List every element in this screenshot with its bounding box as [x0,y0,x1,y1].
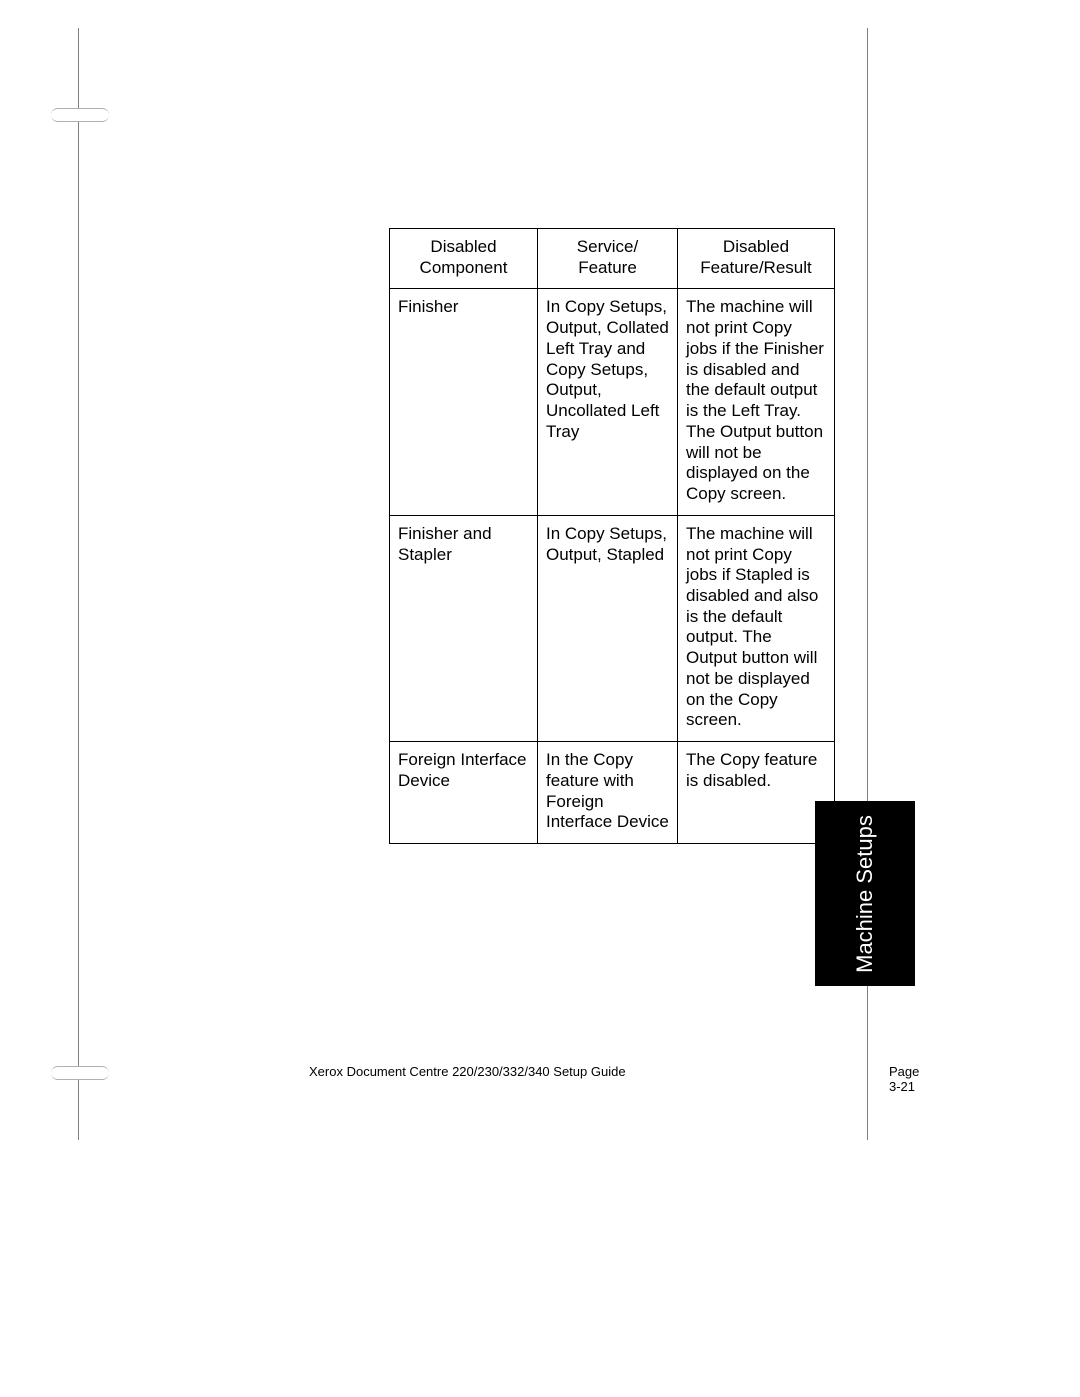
cell-service: In Copy Setups, Output, Stapled [538,515,678,741]
footer-page-no: Page 3-21 [889,1064,919,1094]
table-row: Foreign Interface Device In the Copy fea… [390,742,835,844]
cell-result: The machine will not print Copy jobs if … [678,515,835,741]
cell-component: Foreign Interface Device [390,742,538,844]
binder-hole-bottom [51,1066,109,1080]
disabled-components-table: Disabled Component Service/ Feature Disa… [389,228,835,844]
cell-result: The machine will not print Copy jobs if … [678,289,835,515]
cell-component: Finisher [390,289,538,515]
cell-result: The Copy feature is disabled. [678,742,835,844]
page-frame: Disabled Component Service/ Feature Disa… [78,28,868,1140]
col-header-disabled-result: Disabled Feature/Result [678,229,835,289]
binder-hole-top [51,108,109,122]
table-header-row: Disabled Component Service/ Feature Disa… [390,229,835,289]
table-row: Finisher In Copy Setups, Output, Collate… [390,289,835,515]
section-tab-label: Machine Setups [852,815,878,973]
section-tab-machine-setups: Machine Setups [815,801,915,986]
disabled-components-table-wrap: Disabled Component Service/ Feature Disa… [389,228,834,844]
col-header-disabled-component: Disabled Component [390,229,538,289]
cell-component: Finisher and Stapler [390,515,538,741]
footer-title: Xerox Document Centre 220/230/332/340 Se… [309,1064,626,1079]
cell-service: In Copy Setups, Output, Collated Left Tr… [538,289,678,515]
cell-service: In the Copy feature with Foreign Interfa… [538,742,678,844]
col-header-service-feature: Service/ Feature [538,229,678,289]
table-row: Finisher and Stapler In Copy Setups, Out… [390,515,835,741]
